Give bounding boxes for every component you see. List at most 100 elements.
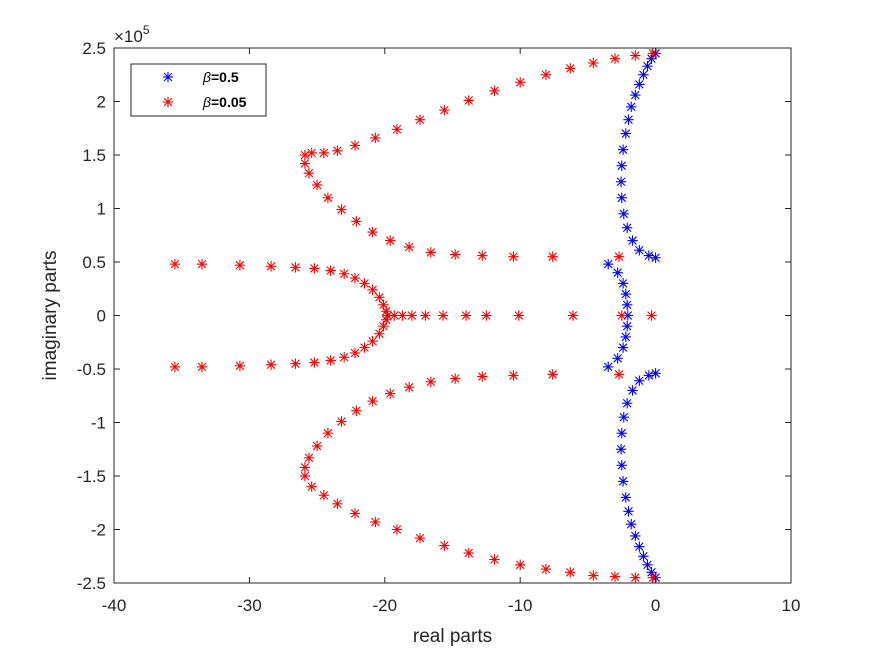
data-point (351, 216, 362, 227)
data-point (547, 369, 558, 380)
y-tick-label: -1.5 (77, 467, 106, 486)
data-point (623, 114, 634, 125)
data-point (303, 452, 315, 464)
data-point (617, 144, 629, 155)
data-point (311, 440, 323, 452)
data-point (460, 310, 472, 321)
y-axis-exponent-base: ×10 (114, 27, 143, 46)
data-point (325, 265, 336, 276)
data-point (325, 355, 336, 366)
data-point (603, 361, 614, 373)
y-axis-exponent: ×105 (114, 23, 150, 46)
data-point (646, 53, 657, 64)
y-tick-label: -0.5 (77, 360, 106, 379)
data-point (489, 85, 500, 96)
legend-beta-symbol: β (202, 69, 211, 85)
data-point (403, 381, 415, 393)
legend-marker-beta-0-5 (162, 71, 174, 83)
data-point (618, 411, 629, 423)
data-point (437, 310, 449, 321)
data-point (634, 375, 645, 386)
data-point (642, 60, 653, 72)
x-tick-label: -10 (508, 596, 533, 615)
x-tick-label: -20 (373, 596, 398, 615)
data-point (540, 563, 552, 575)
data-point (196, 258, 208, 270)
data-point (397, 310, 408, 321)
data-point (621, 321, 633, 332)
y-tick-label: 2.5 (82, 39, 106, 58)
data-point (616, 160, 627, 171)
data-point (616, 310, 627, 321)
data-point (567, 310, 579, 321)
data-point (311, 179, 323, 191)
y-tick-label: 0.5 (82, 253, 106, 272)
data-point (634, 79, 645, 90)
data-point (439, 104, 450, 116)
data-point (332, 145, 343, 156)
data-point (420, 310, 431, 321)
data-point (547, 251, 558, 262)
data-point (613, 251, 625, 262)
data-point (450, 249, 461, 260)
legend-marker-beta-0-05 (162, 96, 174, 108)
data-point (299, 149, 311, 161)
data-point (306, 147, 317, 159)
data-point (540, 69, 552, 80)
data-point (338, 352, 350, 363)
data-point (508, 251, 519, 262)
data-point (367, 395, 378, 407)
legend-beta-symbol: β (202, 94, 211, 110)
legend-star-marker (162, 96, 174, 108)
data-point (385, 388, 396, 399)
data-point (391, 124, 403, 135)
data-point (615, 444, 627, 455)
data-point (349, 272, 361, 284)
data-point (621, 299, 633, 310)
data-point (477, 371, 488, 382)
data-point (265, 261, 277, 272)
data-point (309, 357, 320, 368)
data-point (318, 490, 330, 501)
data-point (621, 222, 633, 233)
data-point (385, 235, 396, 246)
data-point (642, 559, 653, 571)
x-axis-label: real parts (413, 626, 492, 647)
data-point (616, 192, 627, 203)
data-point (617, 476, 629, 487)
plot-frame (113, 47, 792, 584)
data-point (322, 428, 334, 439)
data-point (646, 567, 657, 578)
data-point (620, 288, 632, 300)
data-point (627, 235, 638, 246)
data-point (620, 128, 632, 139)
data-point (627, 385, 638, 396)
data-point (565, 63, 576, 74)
data-point (322, 192, 334, 203)
data-point (403, 241, 415, 253)
legend-star-marker (162, 71, 174, 83)
data-point (425, 376, 437, 388)
x-tick-label: 0 (651, 596, 660, 615)
data-point (638, 69, 649, 80)
legend-label-beta-0-5: β=0.5 (202, 69, 239, 85)
x-tick-label: -40 (102, 596, 127, 615)
data-point (367, 284, 378, 296)
data-point (609, 571, 621, 582)
data-point (234, 260, 246, 271)
data-point (299, 470, 311, 482)
data-point (414, 532, 426, 544)
data-point (617, 342, 629, 353)
data-point (513, 310, 525, 321)
data-point (309, 263, 320, 274)
data-point (616, 428, 627, 439)
axis-ticks-layer: -40 -30 -20 -10 0 10 -2.5 -2 -1.5 -1 -0.5 0 0.5 1 1.5 2… (77, 39, 801, 615)
legend-beta-value: =0.05 (211, 94, 247, 110)
data-point (169, 258, 181, 270)
data-point (439, 540, 450, 551)
data-point (367, 226, 378, 238)
data-point (588, 57, 599, 69)
data-point (630, 50, 641, 61)
data-point (374, 292, 385, 303)
data-point (615, 176, 627, 187)
